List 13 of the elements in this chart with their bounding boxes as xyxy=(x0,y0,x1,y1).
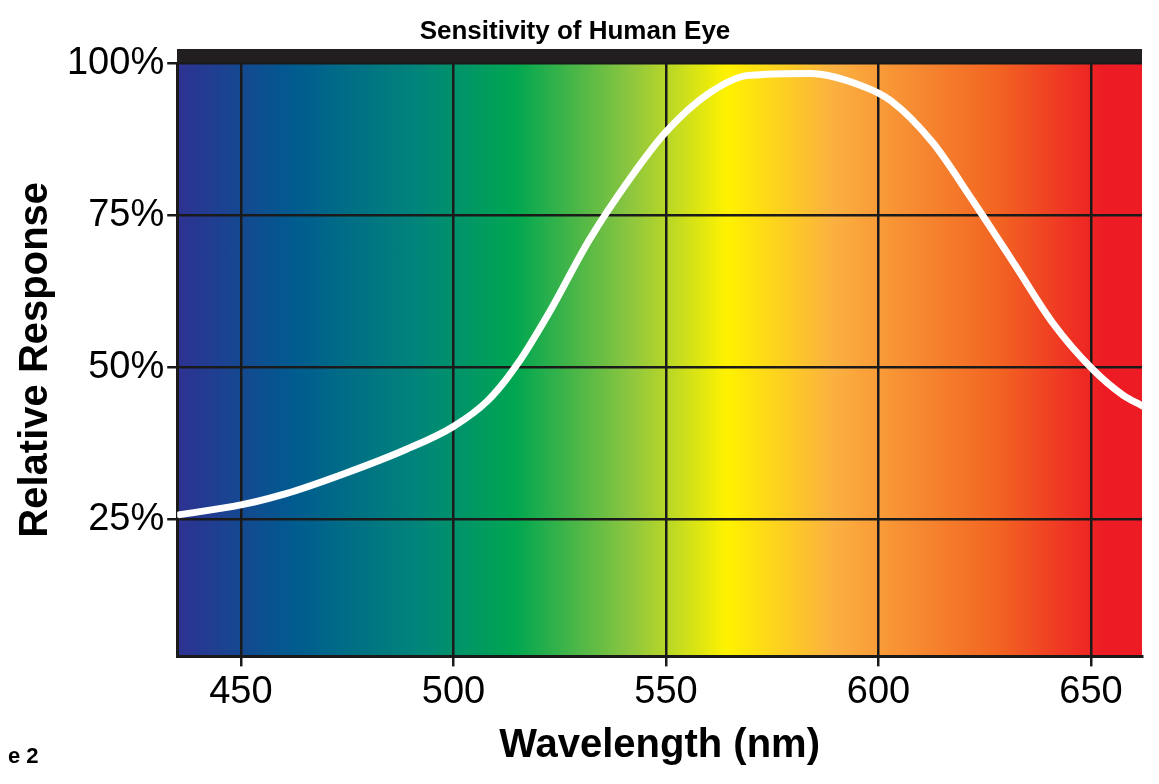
x-tick-label: 500 xyxy=(421,668,486,711)
x-tick-label: 650 xyxy=(1059,668,1123,711)
y-tick-label: 100% xyxy=(66,39,165,82)
y-axis-title: Relative Response xyxy=(11,181,56,538)
chart-title: Sensitivity of Human Eye xyxy=(419,14,731,45)
text: e 2 xyxy=(8,743,39,769)
x-tick-label: 600 xyxy=(846,668,911,711)
y-tick-label: 50% xyxy=(88,343,165,386)
x-tick-label: 450 xyxy=(209,668,273,711)
y-tick-label: 75% xyxy=(88,191,165,234)
x-tick-label: 550 xyxy=(634,668,698,711)
x-axis-title: Wavelength (nm) xyxy=(499,721,820,766)
y-tick-label: 25% xyxy=(88,495,165,538)
